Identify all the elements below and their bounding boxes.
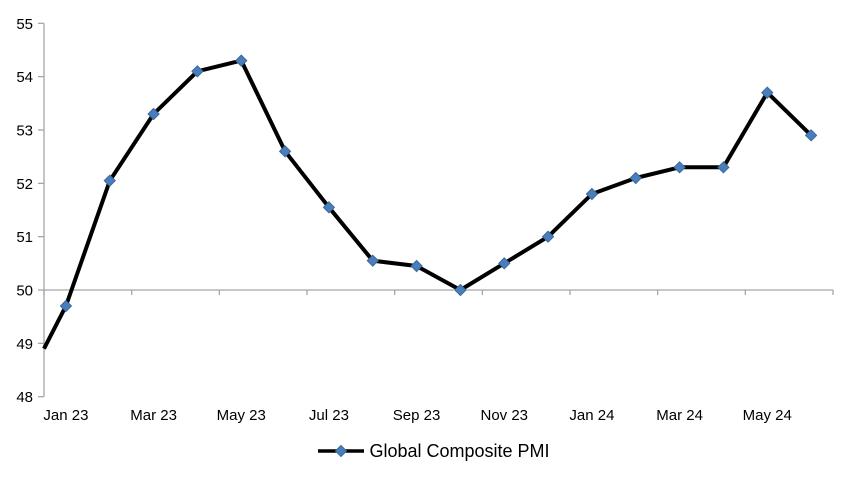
y-tick-label: 54 [16, 69, 33, 86]
data-point-marker [59, 299, 73, 313]
data-point-marker [278, 145, 292, 158]
data-point-marker [498, 257, 511, 270]
y-tick-label: 55 [16, 16, 33, 33]
y-tick-label: 48 [16, 389, 33, 406]
y-tick-label: 49 [16, 336, 33, 353]
data-point-marker [454, 283, 467, 297]
x-tick-label: May 23 [217, 407, 266, 424]
data-point-marker [103, 174, 116, 187]
data-point-marker [804, 129, 818, 142]
y-tick-label: 53 [16, 122, 33, 139]
data-point-marker [191, 65, 204, 78]
legend-line-marker-icon [318, 444, 365, 458]
x-tick-label: Mar 24 [656, 407, 703, 424]
data-point-marker [147, 107, 160, 121]
plot-area: 48 49 50 51 52 53 54 55 Jan 23 Mar 23 May 23 Jul 23… [16, 16, 834, 424]
x-tick-label: Jul 23 [309, 407, 349, 424]
x-tick-label: Jan 23 [43, 407, 88, 424]
data-point-marker [322, 201, 336, 214]
legend: Global Composite PMI [0, 438, 852, 464]
legend-marker-sample [335, 444, 348, 458]
y-tick-label: 51 [16, 229, 33, 246]
y-axis: 48 49 50 51 52 53 54 55 [16, 16, 45, 406]
y-tick-label: 50 [16, 283, 33, 300]
x-tick-label: Jan 24 [569, 407, 614, 424]
x-tick-label: Mar 23 [130, 407, 177, 424]
data-point-marker [366, 254, 379, 267]
data-point-marker [761, 86, 774, 99]
series-line [42, 58, 813, 350]
data-point-marker [629, 171, 642, 185]
data-point-marker [541, 230, 555, 243]
y-tick-label: 52 [16, 176, 33, 193]
data-point-marker [235, 54, 248, 67]
x-tick-label: Nov 23 [480, 407, 528, 424]
legend-label: Global Composite PMI [369, 441, 550, 461]
legend-entry: Global Composite PMI [318, 441, 550, 461]
x-tick-label: Sep 23 [393, 407, 441, 424]
x-tick-label: May 24 [743, 407, 792, 424]
data-point-marker [673, 161, 686, 174]
x-axis: Jan 23 Mar 23 May 23 Jul 23 Sep 23 Nov 23 Jan … [43, 289, 834, 424]
data-point-marker [410, 259, 423, 273]
series-markers [59, 54, 818, 313]
data-point-marker [585, 187, 599, 201]
data-point-marker [717, 161, 730, 174]
